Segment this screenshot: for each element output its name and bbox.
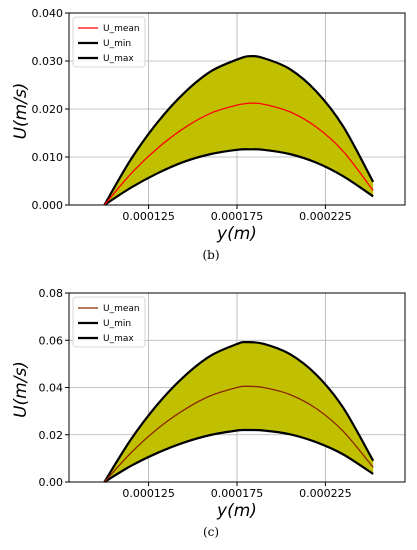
uncertainty-band: [104, 56, 374, 205]
x-axis-label: y(m): [216, 224, 257, 244]
y-tick-label: 0.02: [39, 429, 64, 442]
chart-panel-2: 0.00 0.02 0.04 0.06 0.08 0.000125 0.000175 0.00…: [11, 287, 406, 539]
x-tick-label: 0.000175: [211, 210, 264, 223]
y-axis-label: U(m/s): [11, 361, 31, 418]
series-line-u-min: [103, 428, 374, 483]
y-tick-label: 0.000: [32, 199, 64, 212]
x-tick-label: 0.000125: [122, 487, 175, 500]
x-tick-label: 0.000225: [299, 210, 352, 223]
series-line-u-mean: [103, 385, 374, 483]
uncertainty-band: [104, 342, 374, 482]
panel-caption: (b): [202, 248, 219, 262]
y-tick-label: 0.020: [32, 103, 64, 116]
y-tick-label: 0.08: [39, 287, 64, 300]
legend-label: U_max: [103, 334, 134, 344]
legend-label: U_mean: [103, 24, 140, 34]
y-tick-label: 0.040: [32, 7, 64, 20]
x-tick-label: 0.000225: [299, 487, 352, 500]
legend: U_mean U_min U_max: [72, 296, 146, 348]
series-line-u-max: [103, 54, 375, 206]
y-tick-label: 0.030: [32, 55, 64, 68]
series-line-u-max: [103, 340, 375, 483]
y-axis-label: U(m/s): [11, 83, 31, 140]
legend-label: U_mean: [103, 304, 140, 314]
legend-label: U_max: [103, 54, 134, 64]
y-tick-label: 0.06: [39, 334, 64, 347]
series-line-u-mean: [103, 102, 374, 206]
x-tick-label: 0.000125: [122, 210, 175, 223]
legend: U_mean U_min U_max: [72, 16, 146, 68]
y-tick-label: 0.00: [39, 476, 64, 489]
y-tick-label: 0.010: [32, 151, 64, 164]
panel-caption: (c): [203, 525, 219, 539]
series-line-u-min: [103, 148, 374, 206]
legend-box: [72, 296, 146, 348]
x-tick-label: 0.000175: [211, 487, 264, 500]
y-tick-label: 0.04: [39, 382, 64, 395]
legend-label: U_min: [103, 39, 131, 49]
x-axis-label: y(m): [216, 501, 257, 521]
legend-label: U_min: [103, 319, 131, 329]
chart-panel-1: 0.000 0.010 0.020 0.030 0.040 0.000125 0.00017…: [11, 7, 406, 262]
legend-box: [72, 16, 146, 68]
